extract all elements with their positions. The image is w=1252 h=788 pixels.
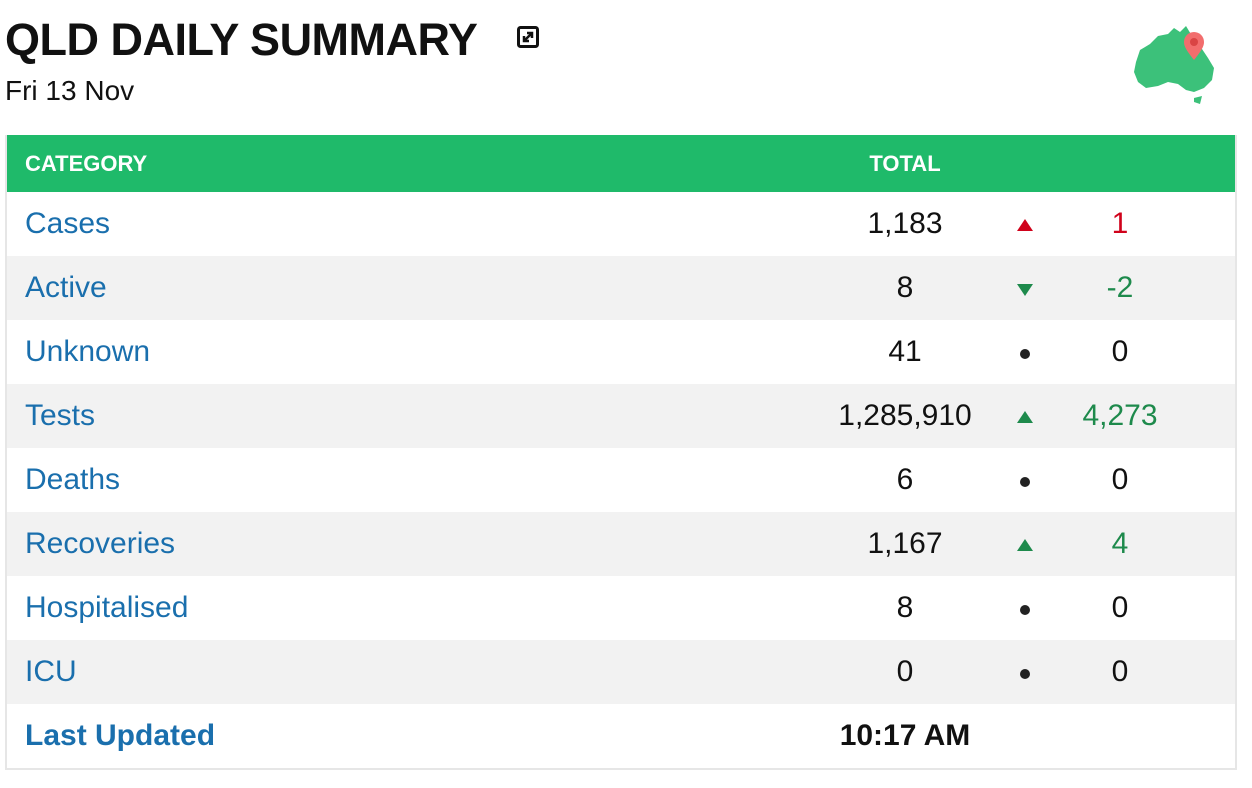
trend-shape (1017, 284, 1033, 296)
trend-icon (1020, 669, 1030, 679)
change-value: 4 (1111, 527, 1129, 560)
last-updated-value: 10:17 AM (839, 719, 971, 752)
table-row: ICU 0 0 (6, 640, 1236, 704)
category-link[interactable]: Hospitalised (25, 591, 189, 624)
spacer (1045, 704, 1236, 769)
spacer (1045, 135, 1236, 192)
change-value: -2 (1106, 271, 1134, 304)
date: Fri 13 Nov (5, 75, 135, 106)
change-value: 0 (1111, 335, 1129, 368)
trend-icon (1017, 284, 1033, 296)
trend-icon (1017, 219, 1033, 231)
trend-icon (1017, 539, 1033, 551)
category-link[interactable]: ICU (25, 655, 77, 688)
category-link[interactable]: Tests (25, 399, 96, 432)
trend-cell (1005, 256, 1045, 320)
total-value: 1,183 (867, 207, 943, 240)
category-link[interactable]: Active (25, 271, 107, 304)
trend-shape (1017, 219, 1033, 231)
change-value: 0 (1111, 591, 1129, 624)
total-value: 8 (896, 591, 914, 624)
change-value: 0 (1111, 463, 1129, 496)
trend-shape (1017, 411, 1033, 423)
trend-shape (1020, 349, 1030, 359)
table-row: Deaths 6 0 (6, 448, 1236, 512)
total-value: 41 (888, 335, 922, 368)
trend-shape (1020, 669, 1030, 679)
trend-shape (1017, 539, 1033, 551)
trend-cell (1005, 640, 1045, 704)
trend-icon (1017, 411, 1033, 423)
table-row: Tests 1,285,910 4,273 (6, 384, 1236, 448)
change-value: 1 (1111, 207, 1129, 240)
total-value: 6 (896, 463, 914, 496)
summary-table: CATEGORY TOTAL Cases 1,183 1 Active 8 -2 Unkno… (5, 135, 1237, 770)
category-link[interactable]: Cases (25, 207, 111, 240)
page-title: QLD DAILY SUMMARY (5, 14, 478, 65)
table-row: Recoveries 1,167 4 (6, 512, 1236, 576)
trend-icon (1020, 349, 1030, 359)
trend-cell (1005, 448, 1045, 512)
change-value: 4,273 (1082, 399, 1158, 432)
table-row: Cases 1,183 1 (6, 192, 1236, 256)
total-value: 1,167 (867, 527, 943, 560)
category-link[interactable]: Unknown (25, 335, 151, 368)
trend-icon (1020, 605, 1030, 615)
trend-cell (1005, 576, 1045, 640)
table-row: Unknown 41 0 (6, 320, 1236, 384)
category-link[interactable]: Deaths (25, 463, 121, 496)
table-row: Hospitalised 8 0 (6, 576, 1236, 640)
australia-map-icon (1134, 26, 1214, 104)
trend-cell (1005, 192, 1045, 256)
spacer (1005, 704, 1045, 769)
trend-cell (1005, 320, 1045, 384)
total-value: 1,285,910 (838, 399, 972, 432)
expand-icon[interactable] (517, 26, 539, 48)
trend-cell (1005, 384, 1045, 448)
table-body: Cases 1,183 1 Active 8 -2 Unknown 41 0 Tests 1,285… (6, 192, 1236, 769)
column-header: TOTAL (805, 135, 1005, 192)
trend-shape (1020, 477, 1030, 487)
header-row: CATEGORY TOTAL (6, 135, 1236, 192)
category-link[interactable]: Recoveries (25, 527, 176, 560)
trend-icon (1020, 477, 1030, 487)
table-row: Active 8 -2 (6, 256, 1236, 320)
trend-shape (1020, 605, 1030, 615)
trend-cell (1005, 512, 1045, 576)
spacer (1005, 135, 1045, 192)
footer-row: Last Updated 10:17 AM (6, 704, 1236, 769)
column-header: CATEGORY (6, 135, 805, 192)
total-value: 8 (896, 271, 914, 304)
total-value: 0 (896, 655, 914, 688)
change-value: 0 (1111, 655, 1129, 688)
last-updated-label: Last Updated (25, 719, 216, 752)
